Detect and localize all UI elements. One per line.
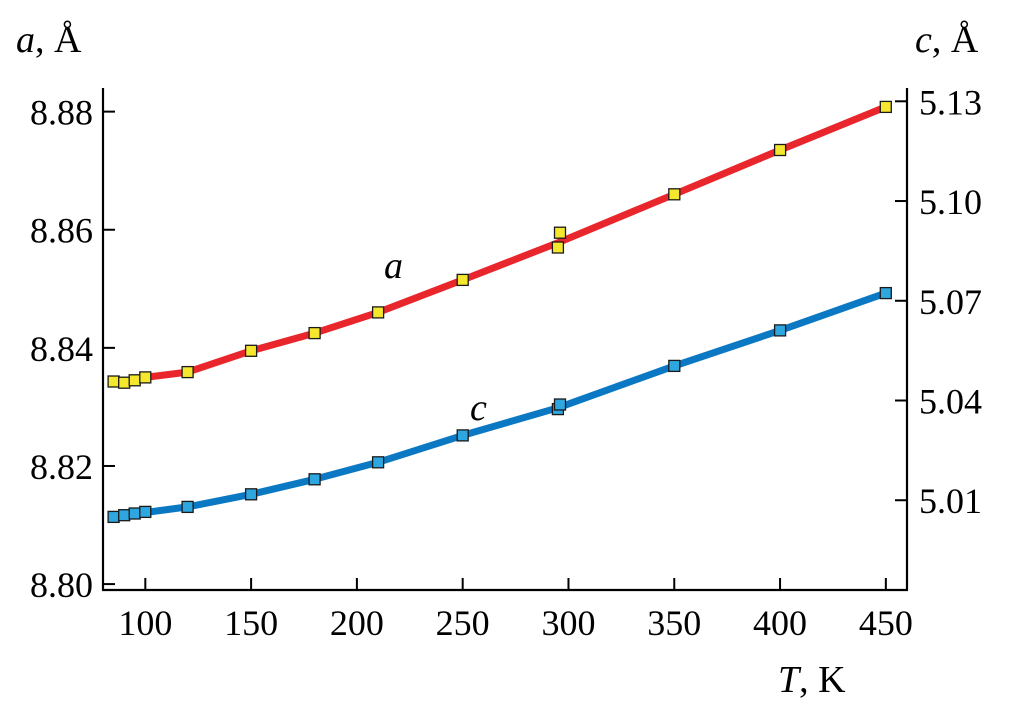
data-point-a — [107, 375, 120, 388]
data-point-a — [553, 226, 567, 239]
data-point-a — [371, 306, 385, 319]
y-left-tick-label: 8.84 — [30, 329, 93, 369]
series-line-a — [110, 103, 890, 385]
data-point-a — [668, 188, 681, 201]
data-point-a — [244, 344, 258, 357]
x-tick-label: 200 — [330, 603, 384, 643]
y-left-tick-label: 8.80 — [30, 565, 93, 605]
data-point-a — [181, 365, 194, 379]
data-point-a — [128, 374, 141, 387]
data-point-c — [139, 505, 152, 519]
data-point-c — [181, 500, 194, 514]
data-point-c — [456, 429, 469, 442]
x-tick-label: 400 — [753, 603, 807, 643]
data-point-c — [107, 510, 120, 524]
x-tick-label: 100 — [118, 603, 172, 643]
data-point-c — [668, 359, 681, 373]
y-right-tick-label: 5.04 — [919, 382, 982, 422]
y-left-tick-label: 8.88 — [30, 93, 93, 133]
data-point-a — [308, 326, 321, 340]
data-point-c — [553, 398, 567, 411]
x-tick-label: 450 — [859, 603, 913, 643]
data-point-c — [773, 324, 787, 337]
series-line-c — [110, 289, 890, 521]
series-layer — [107, 100, 892, 524]
data-point-c — [244, 488, 258, 501]
data-point-a — [139, 371, 152, 384]
ticks-layer: 100 150 200 250 300 350 400 450 8.80 8.82 8.84 8.86… — [30, 82, 982, 643]
y-right-tick-label: 5.13 — [919, 82, 982, 122]
y-right-tick-label: 5.10 — [919, 182, 982, 222]
data-point-a — [456, 273, 469, 287]
y-right-tick-label: 5.01 — [919, 481, 982, 521]
data-point-a — [773, 143, 787, 157]
data-point-c — [371, 456, 385, 469]
x-tick-label: 150 — [224, 603, 278, 643]
data-point-c — [879, 286, 892, 300]
x-tick-label: 300 — [541, 603, 595, 643]
x-tick-label: 350 — [647, 603, 701, 643]
x-axis-title: T, K — [778, 659, 846, 701]
series-label-a: a — [384, 245, 403, 287]
data-point-a — [551, 241, 565, 254]
y-left-axis-title: a, Å — [16, 19, 82, 61]
y-left-tick-label: 8.82 — [30, 447, 93, 487]
y-left-tick-label: 8.86 — [30, 211, 93, 251]
data-point-a — [879, 100, 892, 114]
series-label-c: c — [470, 387, 487, 429]
x-tick-label: 250 — [436, 603, 490, 643]
data-point-c — [128, 507, 141, 520]
data-point-c — [308, 473, 321, 486]
data-point-a — [118, 376, 131, 389]
y-right-axis-title: c, Å — [915, 19, 979, 61]
y-right-tick-label: 5.07 — [919, 282, 982, 322]
data-point-c — [118, 509, 131, 522]
